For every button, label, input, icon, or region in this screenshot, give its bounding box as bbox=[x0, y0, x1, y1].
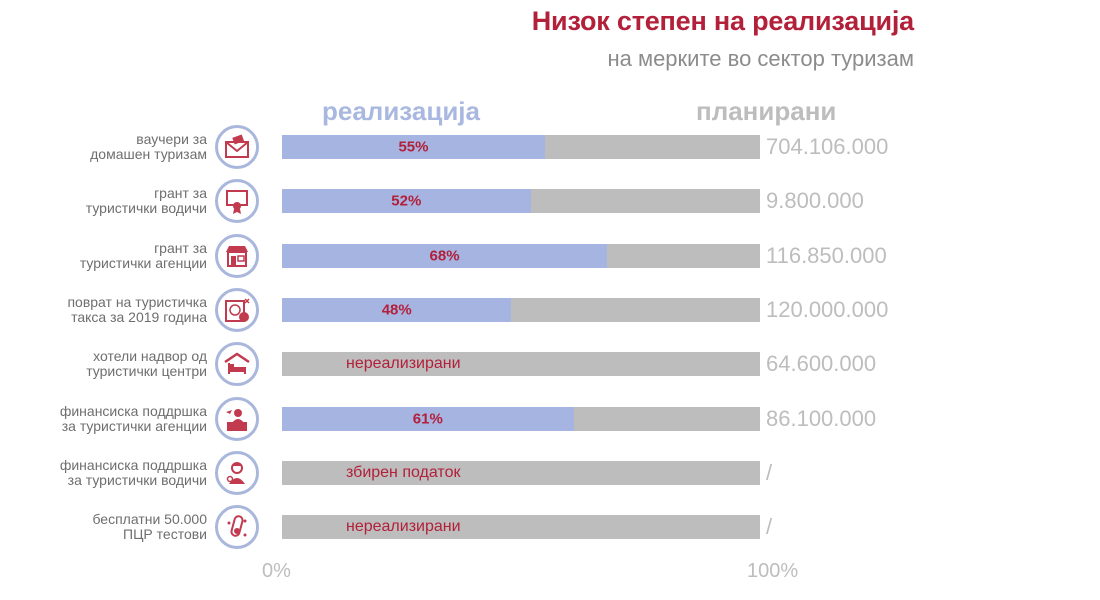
axis-tick-min: 0% bbox=[262, 560, 291, 582]
realization-bar bbox=[282, 297, 512, 322]
planned-bar: 52% bbox=[282, 189, 760, 214]
realization-value-label: 52% bbox=[391, 192, 422, 210]
planned-bar: нереализирани bbox=[282, 515, 760, 540]
category-label: ваучери за домашен туризам bbox=[90, 131, 207, 162]
planned-value: 120.000.000 bbox=[766, 296, 889, 322]
bar-row: ваучери за домашен туризам 55% 704.106.000 bbox=[0, 124, 1100, 170]
planned-value: 704.106.000 bbox=[766, 134, 889, 159]
category-label: хотели надвор од туристички центри bbox=[86, 348, 207, 380]
bar-row: финансиска поддршка за туристички агенци… bbox=[0, 396, 1100, 442]
legend-planned: планирани bbox=[696, 96, 837, 126]
bar-row: хотели надвор од туристички центри нереал… bbox=[0, 341, 1100, 387]
realization-bar bbox=[282, 135, 545, 159]
category-label: грант за туристички водичи bbox=[85, 185, 207, 217]
tour-guide-icon bbox=[215, 450, 259, 495]
bar-row: грант за туристички агенции 68% 116.850.00… bbox=[0, 233, 1100, 279]
realization-value-label: 48% bbox=[381, 301, 412, 319]
agency-shop-icon bbox=[215, 233, 259, 278]
hotel-bed-icon bbox=[215, 342, 259, 387]
category-label: грант за туристички агенции bbox=[79, 239, 207, 271]
realization-bar bbox=[282, 189, 531, 214]
bar-row: грант за туристички водичи 52% 9.800.000 bbox=[0, 178, 1100, 224]
realization-bar bbox=[282, 406, 574, 431]
bar-row: финансиска поддршка за туристички водичи… bbox=[0, 450, 1100, 496]
category-label: финансиска поддршка за туристички агенци… bbox=[59, 402, 207, 434]
status-note: нереализирани bbox=[346, 355, 461, 373]
planned-bar: збирен податок bbox=[282, 460, 760, 485]
chart-subtitle: на мерките во сектор туризам bbox=[607, 46, 914, 71]
realization-value-label: 68% bbox=[429, 247, 460, 265]
pcr-test-tube-icon bbox=[215, 505, 259, 550]
planned-bar: 68% bbox=[282, 243, 760, 268]
category-label: бесплатни 50.000 ПЦР тестови bbox=[92, 511, 207, 543]
planned-bar: 61% bbox=[282, 406, 760, 431]
category-label: финансиска поддршка за туристички водичи bbox=[59, 456, 207, 488]
realization-value-label: 55% bbox=[398, 138, 429, 156]
realization-bar bbox=[282, 243, 608, 268]
planned-value: 9.800.000 bbox=[766, 188, 864, 214]
status-note: збирен податок bbox=[346, 463, 461, 481]
planned-bar: нереализирани bbox=[282, 352, 760, 377]
category-label: поврат на туристичка такса за 2019 годин… bbox=[67, 293, 207, 325]
status-note: нереализирани bbox=[346, 518, 461, 536]
planned-value: / bbox=[766, 514, 773, 540]
planned-value: 86.100.000 bbox=[766, 405, 877, 431]
bar-row: бесплатни 50.000 ПЦР тестови нереализиран… bbox=[0, 504, 1100, 550]
planned-value: 116.850.000 bbox=[766, 242, 887, 268]
bar-row: поврат на туристичка такса за 2019 годин… bbox=[0, 287, 1100, 333]
planned-value: / bbox=[766, 459, 773, 485]
travel-agent-desk-icon bbox=[215, 396, 259, 441]
legend-realization: реализација bbox=[322, 96, 480, 126]
planned-bar: 55% bbox=[282, 135, 760, 159]
voucher-envelope-icon bbox=[215, 125, 259, 169]
realization-value-label: 61% bbox=[412, 410, 443, 427]
certificate-grant-icon bbox=[215, 179, 259, 224]
axis-tick-max: 100% bbox=[747, 560, 799, 582]
planned-value: 64.600.000 bbox=[766, 351, 877, 377]
chart-title: Низок степен на реализација bbox=[531, 6, 914, 36]
tax-refund-globe-icon bbox=[215, 287, 259, 332]
planned-bar: 48% bbox=[282, 297, 760, 322]
